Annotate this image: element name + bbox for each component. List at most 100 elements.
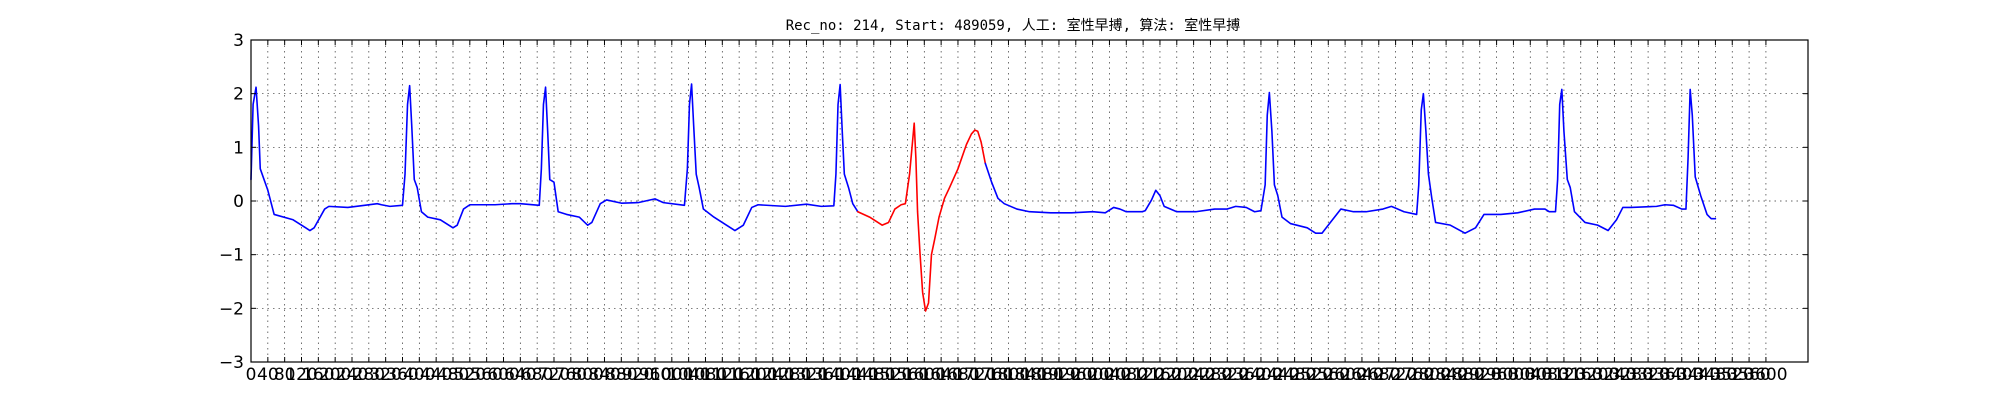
x-tick-label: 1840	[1004, 365, 1047, 385]
ecg-line-blue-segment	[250, 83, 859, 232]
x-tick-label: 3600	[1744, 365, 1787, 385]
x-tick-label: 3000	[1492, 365, 1535, 385]
x-tick-label: 2280	[1189, 365, 1232, 385]
x-tick-label: 3360	[1643, 365, 1686, 385]
x-tick-label: 520	[454, 365, 486, 385]
x-tick-label: 3560	[1727, 365, 1770, 385]
x-tick-label: 2720	[1374, 365, 1417, 385]
x-tick-label: 3480	[1694, 365, 1737, 385]
x-tick-label: 2560	[1307, 365, 1350, 385]
x-tick-label: 1880	[1020, 365, 1063, 385]
y-tick-label: −2	[219, 299, 244, 319]
chart-title: Rec_no: 214, Start: 489059, 人工: 室性早搏, 算法…	[786, 17, 1241, 34]
x-tick-label: 680	[521, 365, 553, 385]
x-tick-label: 3160	[1559, 365, 1602, 385]
ecg-line-red-segment	[857, 122, 987, 312]
x-tick-label: 40	[257, 365, 279, 385]
x-tick-label: 1080	[684, 365, 727, 385]
x-tick-label: 1760	[970, 365, 1013, 385]
x-tick-label: 1800	[987, 365, 1030, 385]
x-tick-label: 1680	[936, 365, 979, 385]
x-tick-label: 1000	[650, 365, 693, 385]
x-tick-label: 3280	[1610, 365, 1653, 385]
x-tick-label: 2520	[1290, 365, 1333, 385]
x-tick-label: 2320	[1206, 365, 1249, 385]
x-tick-label: 2480	[1273, 365, 1316, 385]
x-tick-label: 1040	[667, 365, 710, 385]
x-tick-label: 160	[302, 365, 334, 385]
x-tick-label: 1200	[734, 365, 777, 385]
x-tick-label: 560	[470, 365, 502, 385]
x-tick-label: 240	[336, 365, 368, 385]
x-tick-label: 80	[274, 365, 296, 385]
x-tick-label: 640	[504, 365, 536, 385]
x-tick-label: 2600	[1323, 365, 1366, 385]
x-tick-label: 1600	[903, 365, 946, 385]
x-tick-label: 2360	[1222, 365, 1265, 385]
x-tick-label: 2960	[1475, 365, 1518, 385]
x-tick-label: 1480	[852, 365, 895, 385]
y-tick-label: 0	[233, 192, 244, 212]
y-tick-label: −1	[219, 246, 244, 266]
x-tick-label: 3040	[1509, 365, 1552, 385]
x-tick-label: 1720	[953, 365, 996, 385]
x-tick-label: 1160	[718, 365, 761, 385]
x-tick-label: 1520	[869, 365, 912, 385]
x-tick-label: 2680	[1357, 365, 1400, 385]
x-tick-label: 2840	[1424, 365, 1467, 385]
x-tick-label: 440	[420, 365, 452, 385]
x-tick-label: 3320	[1626, 365, 1669, 385]
y-tick-label: 1	[233, 138, 244, 158]
x-tick-label: 2440	[1256, 365, 1299, 385]
x-tick-label: 400	[403, 365, 435, 385]
x-tick-label: 1400	[819, 365, 862, 385]
x-tick-label: 920	[622, 365, 654, 385]
x-tick-label: 3400	[1660, 365, 1703, 385]
x-tick-label: 3240	[1593, 365, 1636, 385]
x-tick-label: 1440	[835, 365, 878, 385]
x-tick-label: 120	[285, 365, 317, 385]
x-tick-label: 2160	[1138, 365, 1181, 385]
y-tick-label: 2	[233, 85, 244, 105]
x-tick-label: 800	[571, 365, 603, 385]
x-tick-label: 880	[605, 365, 637, 385]
x-tick-label: 360	[386, 365, 418, 385]
x-tick-label: 720	[538, 365, 570, 385]
x-tick-label: 200	[319, 365, 351, 385]
x-tick-label: 2000	[1071, 365, 1114, 385]
x-tick-label: 960	[639, 365, 671, 385]
x-tick-label: 1320	[785, 365, 828, 385]
ecg-line-blue-segment	[984, 162, 1144, 214]
x-tick-label: 760	[555, 365, 587, 385]
x-tick-label: 2760	[1391, 365, 1434, 385]
y-tick-labels: 3 2 1 0 −1 −2 −3	[219, 31, 244, 373]
x-tick-label: 1960	[1054, 365, 1097, 385]
x-tick-label: 3200	[1576, 365, 1619, 385]
x-tick-label: 1360	[802, 365, 845, 385]
x-tick-labels: 0 408012016020024028032036040044048052056…	[246, 365, 1788, 385]
x-tick-label: 3440	[1677, 365, 1720, 385]
x-tick-label: 3080	[1525, 365, 1568, 385]
x-tick-label: 2200	[1155, 365, 1198, 385]
x-tick-label: 1560	[886, 365, 929, 385]
grid	[251, 40, 1808, 362]
x-tick-label: 1240	[751, 365, 794, 385]
y-tick-label: −3	[219, 353, 244, 373]
ticks	[250, 39, 1808, 363]
x-tick-label: 2040	[1088, 365, 1131, 385]
x-tick-label: 320	[369, 365, 401, 385]
x-tick-label: 0	[246, 365, 257, 385]
y-tick-label: 3	[233, 31, 244, 51]
x-tick-label: 840	[588, 365, 620, 385]
x-tick-label: 1280	[768, 365, 811, 385]
x-tick-label: 480	[437, 365, 469, 385]
ecg-line-blue-segment	[1141, 88, 1717, 234]
x-tick-label: 1640	[919, 365, 962, 385]
x-tick-label: 2640	[1340, 365, 1383, 385]
x-tick-label: 2080	[1105, 365, 1148, 385]
x-tick-label: 3120	[1542, 365, 1585, 385]
x-tick-label: 3520	[1711, 365, 1754, 385]
x-tick-label: 2120	[1121, 365, 1164, 385]
x-tick-label: 280	[353, 365, 385, 385]
